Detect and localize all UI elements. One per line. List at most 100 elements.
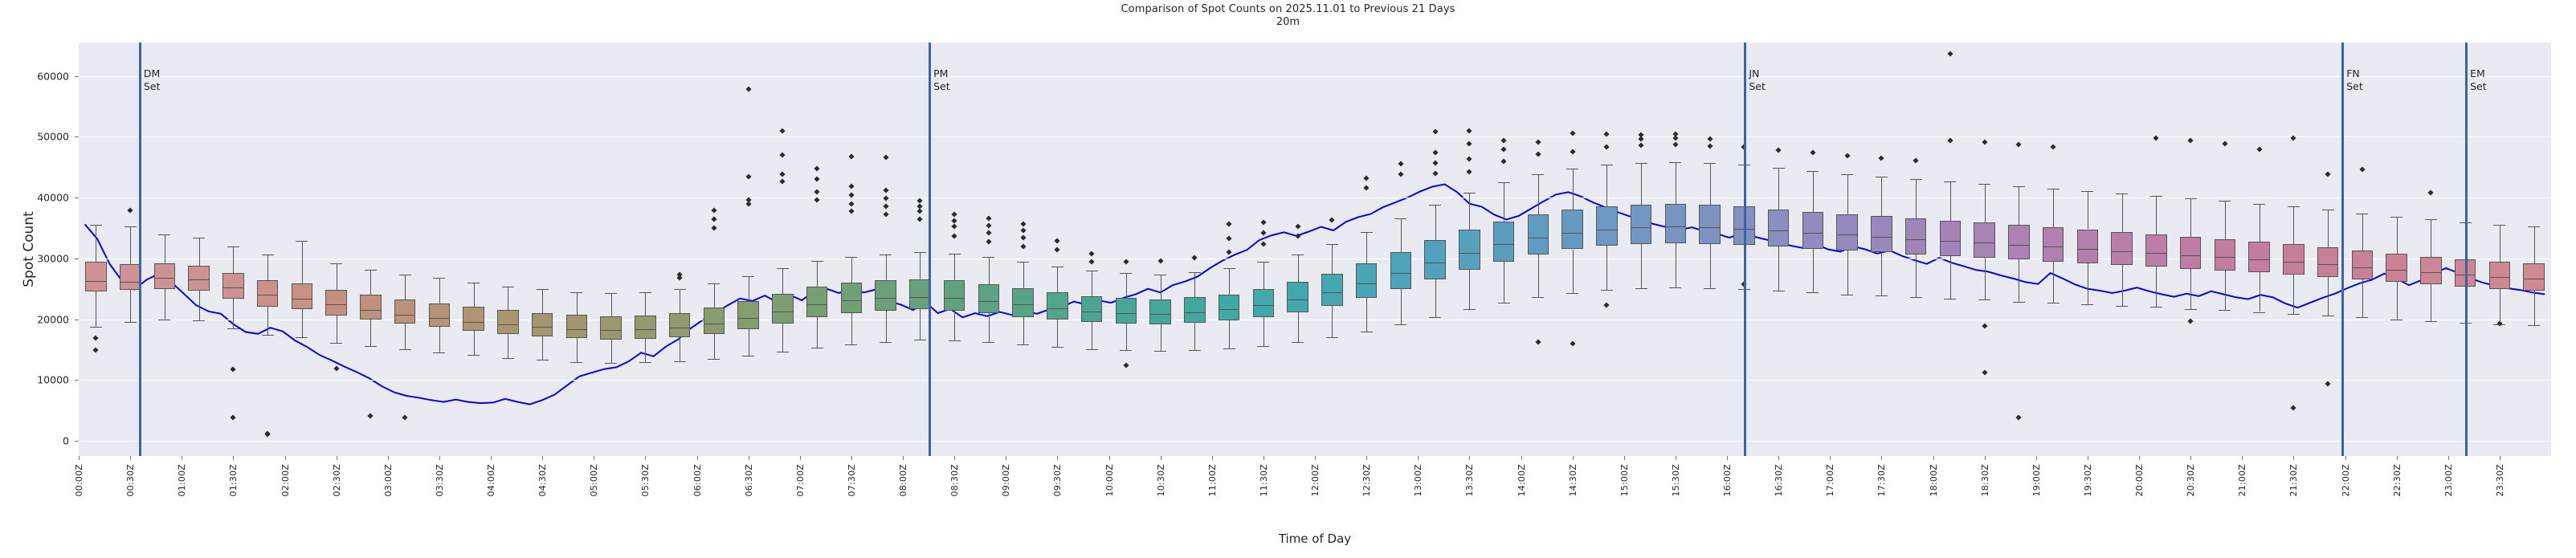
box-plot-box[interactable] [875,280,896,311]
box-whisker-cap-upper [1944,181,1957,182]
box-plot-box[interactable] [2488,261,2511,289]
annotation-vline-pm [929,43,932,456]
box-plot-box[interactable] [703,308,725,334]
box-plot-box[interactable] [1939,220,1962,256]
box-plot-box[interactable] [497,310,519,334]
box-plot-box[interactable] [531,313,553,336]
box-plot-box[interactable] [1390,251,1412,289]
box-plot-box[interactable] [840,283,863,313]
box-whisker-cap-upper [1909,178,1922,180]
box-plot-box[interactable] [1492,221,1515,262]
box-whisker-cap-lower [2184,308,2197,310]
box-whisker-upper [1229,267,1231,295]
box-plot-box[interactable] [2351,250,2374,280]
box-whisker-lower [954,310,956,341]
box-plot-box[interactable] [1115,298,1137,324]
box-whisker-cap-upper [1325,243,1338,245]
box-plot-box[interactable] [635,316,656,339]
box-plot-box[interactable] [153,263,176,290]
box-plot-box[interactable] [1424,240,1446,279]
box-plot-box[interactable] [909,279,931,310]
x-axis-tick-mark [903,456,904,460]
box-plot-box[interactable] [428,303,451,328]
box-plot-box[interactable] [119,264,141,291]
x-axis-tick-label: 18:30Z [1979,464,1990,497]
box-plot-box[interactable] [1355,263,1378,299]
box-plot-box[interactable] [772,293,794,324]
box-plot-box[interactable] [737,300,759,329]
box-plot-box[interactable] [1836,214,1858,250]
box-plot-box[interactable] [222,273,244,299]
box-plot-box[interactable] [1699,205,1721,244]
box-plot-box[interactable] [291,283,313,310]
box-plot-box[interactable] [1733,206,1755,246]
box-plot-box[interactable] [1802,211,1824,249]
box-whisker-cap-upper [673,289,686,291]
box-plot-box[interactable] [2248,241,2270,273]
box-plot-box[interactable] [1596,206,1618,246]
box-plot-box[interactable] [188,265,210,291]
box-plot-box[interactable] [1149,299,1171,324]
box-plot-box[interactable] [1218,294,1240,321]
box-plot-box[interactable] [668,313,691,338]
box-plot-box[interactable] [1184,297,1206,324]
box-plot-box[interactable] [1562,210,1583,250]
annotation-vline-em [2465,43,2468,456]
box-plot-box[interactable] [2386,253,2407,283]
x-axis-tick-label: 05:30Z [640,464,651,497]
box-plot-box[interactable] [2523,263,2545,291]
box-median-line [85,280,107,282]
box-plot-box[interactable] [85,262,107,291]
x-axis-tick-label: 22:00Z [2340,464,2351,497]
x-axis-tick-mark [1933,456,1934,460]
box-plot-box[interactable] [325,290,347,316]
box-plot-box[interactable] [256,280,279,307]
box-plot-box[interactable] [1080,295,1103,323]
box-plot-box[interactable] [1904,218,1927,255]
box-whisker-lower [713,333,715,359]
box-plot-box[interactable] [2454,259,2476,287]
box-plot-box[interactable] [2179,236,2202,269]
x-axis-tick-label: 11:30Z [1258,464,1269,497]
box-plot-box[interactable] [565,315,588,339]
box-plot-box[interactable] [463,307,484,331]
box-plot-box[interactable] [1527,214,1549,255]
box-plot-box[interactable] [1287,282,1308,312]
box-plot-box[interactable] [360,295,382,320]
box-plot-box[interactable] [1664,204,1687,243]
box-plot-box[interactable] [1252,288,1275,317]
box-plot-box[interactable] [2214,238,2236,271]
box-median-line [428,318,451,320]
box-plot-box[interactable] [1767,209,1790,247]
box-plot-box[interactable] [2283,244,2305,275]
box-plot-box[interactable] [1871,215,1892,253]
box-plot-box[interactable] [978,283,1000,313]
x-axis-tick-label: 16:30Z [1774,464,1785,497]
box-plot-box[interactable] [806,287,828,318]
box-plot-box[interactable] [600,316,622,340]
box-plot-box[interactable] [2317,247,2339,278]
box-plot-box[interactable] [2076,229,2099,263]
box-plot-box[interactable] [1630,205,1652,244]
box-plot-box[interactable] [1012,287,1034,317]
box-whisker-lower [542,336,544,360]
box-plot-box[interactable] [2042,227,2064,262]
box-plot-box[interactable] [1459,230,1480,271]
box-plot-box[interactable] [394,299,416,324]
box-whisker-lower [1949,255,1951,299]
box-plot-box[interactable] [1047,292,1068,320]
box-plot-box[interactable] [1321,273,1343,306]
box-plot-box[interactable] [2145,234,2167,267]
box-whisker-cap-lower [1875,295,1888,297]
box-whisker-upper [2362,213,2363,250]
box-plot-box[interactable] [943,280,965,311]
box-plot-box[interactable] [1974,222,1995,259]
box-whisker-upper [851,256,852,283]
x-axis-tick-mark [2345,456,2346,460]
x-axis-tick-label: 05:00Z [589,464,600,497]
box-whisker-cap-upper [2253,203,2266,205]
box-plot-box[interactable] [2420,256,2442,285]
box-plot-box[interactable] [2111,231,2133,266]
x-axis-tick-label: 12:00Z [1310,464,1321,497]
box-plot-box[interactable] [2008,225,2030,260]
